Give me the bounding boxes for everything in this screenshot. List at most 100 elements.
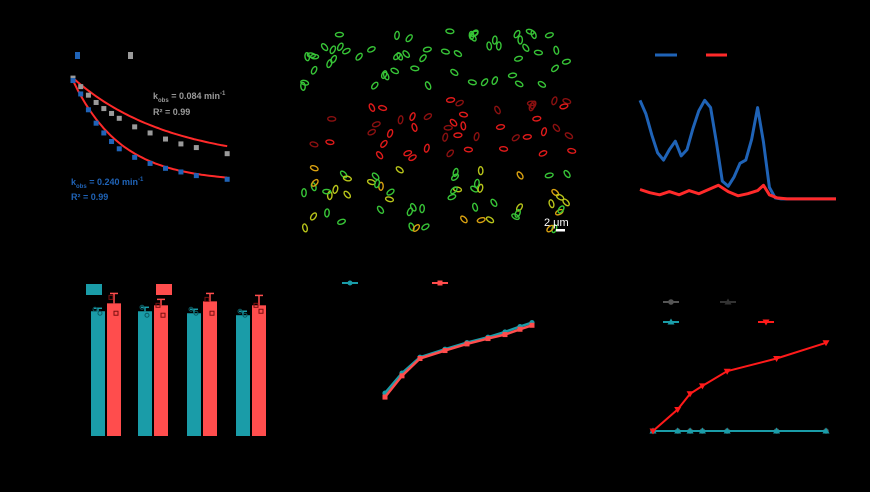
cell-mark xyxy=(423,143,430,153)
fluorescence-microscopy-panel xyxy=(300,28,577,234)
cell-mark xyxy=(467,79,478,86)
cell-mark xyxy=(507,72,518,79)
legend-swatch xyxy=(156,284,172,295)
cell-mark xyxy=(532,115,542,122)
r-squared-label: R² = 0.99 xyxy=(71,192,108,202)
cell-mark xyxy=(563,169,571,179)
data-point xyxy=(93,99,99,105)
data-point xyxy=(674,406,682,413)
cell-mark xyxy=(528,102,535,112)
bar xyxy=(138,311,152,436)
cell-mark xyxy=(424,81,432,91)
cell-mark xyxy=(300,79,310,86)
data-point xyxy=(101,130,107,136)
bar xyxy=(203,301,217,436)
legend-marker xyxy=(128,52,133,59)
replicate-point xyxy=(97,310,103,316)
replicate-point xyxy=(188,306,194,312)
cell-mark xyxy=(538,150,548,157)
replicate-point xyxy=(155,302,161,308)
replicate-point xyxy=(113,310,119,316)
cell-mark xyxy=(514,208,521,218)
cell-mark xyxy=(548,199,555,209)
cell-mark xyxy=(376,205,385,214)
absorption-spectra-panel xyxy=(638,53,836,201)
growth-curve-panel xyxy=(342,280,535,400)
cell-mark xyxy=(513,55,524,62)
replicate-point xyxy=(258,308,264,314)
replicate-point xyxy=(204,296,210,302)
bar xyxy=(91,311,105,436)
cell-mark xyxy=(322,188,332,195)
cell-mark xyxy=(516,171,524,180)
bar xyxy=(252,305,266,436)
cell-mark xyxy=(394,30,400,41)
data-point xyxy=(649,428,657,435)
replicate-point xyxy=(237,308,243,314)
data-point xyxy=(163,165,168,171)
cell-mark xyxy=(332,184,339,194)
cell-mark xyxy=(491,35,498,45)
data-point xyxy=(686,427,694,434)
cell-mark xyxy=(382,71,390,81)
cell-mark xyxy=(380,70,388,80)
cell-mark xyxy=(469,30,479,38)
cell-mark xyxy=(557,205,565,214)
cell-mark xyxy=(310,65,318,75)
cell-mark xyxy=(366,46,376,53)
cell-mark xyxy=(334,31,345,38)
data-point xyxy=(116,146,122,152)
cell-mark xyxy=(445,97,456,103)
cell-mark xyxy=(567,147,577,154)
data-point xyxy=(78,84,84,90)
cell-mark xyxy=(384,196,395,203)
cell-mark xyxy=(419,203,426,214)
data-point xyxy=(85,107,91,113)
cell-mark xyxy=(491,76,499,86)
bar xyxy=(107,303,121,436)
cell-mark xyxy=(311,178,319,187)
cell-mark xyxy=(513,29,521,39)
cell-mark xyxy=(329,45,337,55)
data-point xyxy=(85,92,91,98)
rate-constant-label: kobs = 0.240 min-1 xyxy=(71,177,144,190)
data-point xyxy=(529,322,535,328)
cell-mark xyxy=(473,178,480,189)
data-point xyxy=(668,299,674,305)
data-point xyxy=(723,427,731,434)
data-point xyxy=(178,141,184,147)
scale-bar-label: 2 μm xyxy=(544,217,569,229)
cell-mark xyxy=(522,133,532,140)
cell-mark xyxy=(386,128,394,138)
cell-mark xyxy=(544,32,554,39)
cell-mark xyxy=(564,132,574,140)
cell-mark xyxy=(371,172,380,181)
cell-mark xyxy=(485,216,495,224)
legend-marker xyxy=(75,52,80,59)
cell-mark xyxy=(562,198,570,207)
bar-chart-panel xyxy=(86,284,266,436)
data-point xyxy=(70,78,76,84)
data-point xyxy=(109,110,115,116)
cell-mark xyxy=(336,218,347,226)
legend-swatch xyxy=(86,284,102,295)
cell-mark xyxy=(460,215,468,224)
cell-mark xyxy=(443,124,453,131)
cell-mark xyxy=(377,104,388,112)
cell-mark xyxy=(445,28,455,35)
cell-mark xyxy=(442,132,449,142)
data-point xyxy=(132,124,138,130)
cell-mark xyxy=(405,34,413,43)
cell-mark xyxy=(446,149,455,158)
cell-mark xyxy=(540,127,548,137)
cell-mark xyxy=(300,81,306,91)
cell-mark xyxy=(476,216,486,224)
cell-mark xyxy=(550,64,560,73)
scale-bar xyxy=(556,229,565,232)
cell-mark xyxy=(339,170,348,179)
bar xyxy=(154,305,168,436)
cell-mark xyxy=(411,122,418,132)
cell-mark xyxy=(537,80,547,88)
cell-mark xyxy=(473,131,480,142)
